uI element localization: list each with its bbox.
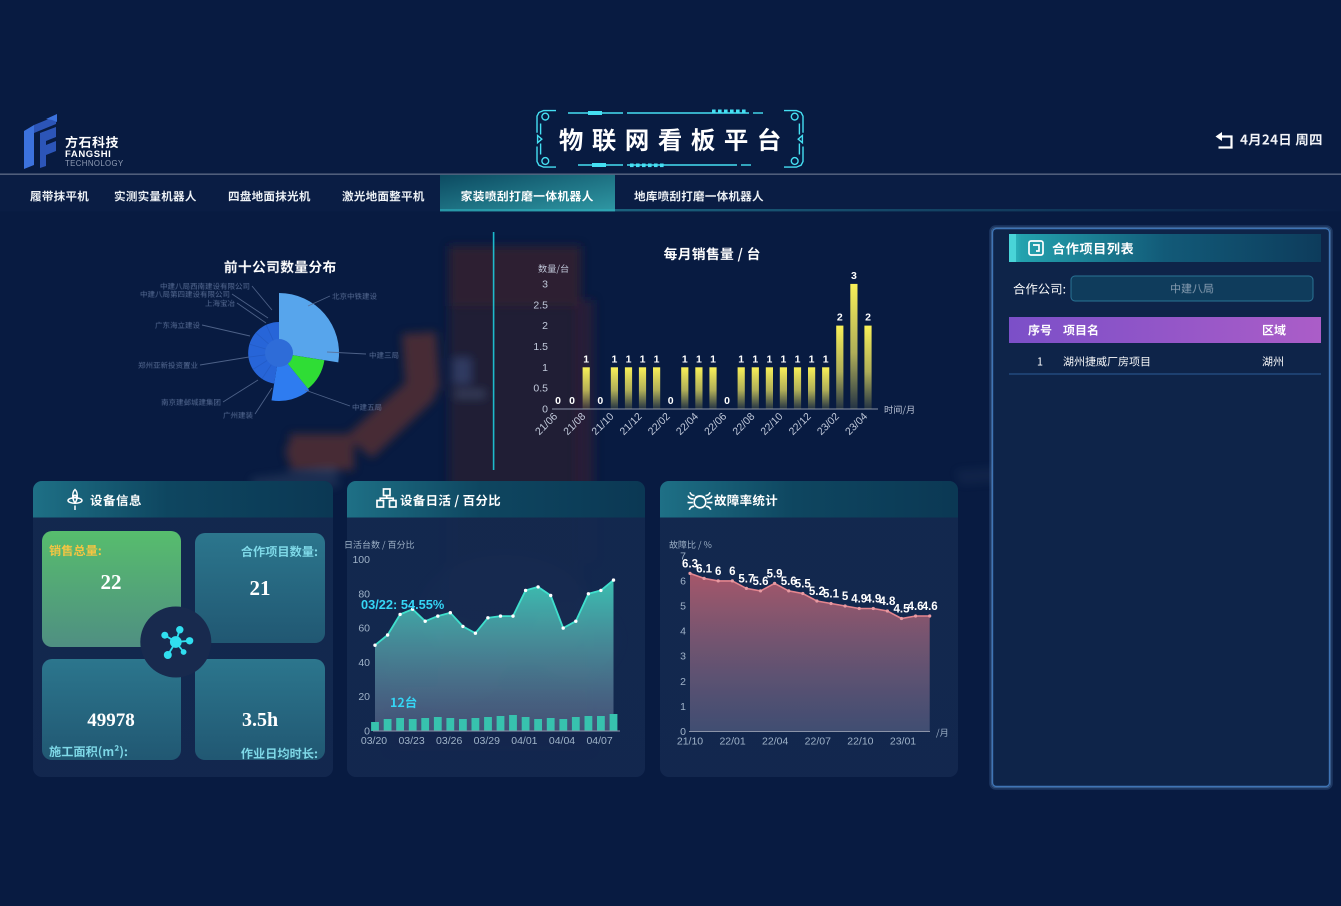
svg-text:60: 60 bbox=[358, 623, 370, 635]
svg-text:3.5h: 3.5h bbox=[242, 709, 278, 731]
svg-text:1: 1 bbox=[823, 353, 829, 365]
svg-text:1: 1 bbox=[682, 353, 688, 365]
svg-text:0: 0 bbox=[724, 395, 730, 407]
svg-text:0: 0 bbox=[597, 395, 603, 407]
svg-text:2: 2 bbox=[837, 312, 843, 324]
svg-text:1: 1 bbox=[710, 353, 716, 365]
svg-text:1: 1 bbox=[626, 353, 632, 365]
svg-text:80: 80 bbox=[358, 588, 370, 600]
svg-text:4.9: 4.9 bbox=[851, 594, 867, 606]
svg-text:03/20: 03/20 bbox=[361, 735, 387, 747]
svg-text:1: 1 bbox=[654, 353, 660, 365]
svg-text:2: 2 bbox=[542, 320, 548, 332]
svg-text:7: 7 bbox=[680, 550, 686, 562]
svg-text:22/10: 22/10 bbox=[847, 736, 873, 748]
svg-text:4: 4 bbox=[680, 626, 686, 638]
svg-text:04/07: 04/07 bbox=[586, 735, 612, 747]
svg-text:6: 6 bbox=[680, 575, 686, 587]
svg-text:0: 0 bbox=[364, 726, 370, 738]
svg-text:5: 5 bbox=[842, 591, 849, 603]
svg-text:4.8: 4.8 bbox=[879, 596, 896, 608]
svg-text:1: 1 bbox=[542, 362, 548, 374]
svg-text:04/04: 04/04 bbox=[549, 735, 575, 747]
svg-text:0: 0 bbox=[542, 404, 548, 416]
svg-text:1: 1 bbox=[611, 353, 617, 365]
svg-text:22/07: 22/07 bbox=[805, 736, 831, 748]
svg-text:6.1: 6.1 bbox=[696, 563, 713, 575]
svg-text:21: 21 bbox=[250, 576, 271, 600]
svg-text:2: 2 bbox=[865, 312, 871, 324]
svg-text:5.5: 5.5 bbox=[795, 579, 812, 591]
svg-text:22/01: 22/01 bbox=[719, 736, 745, 748]
svg-text:40: 40 bbox=[358, 657, 370, 669]
svg-text:5: 5 bbox=[680, 601, 686, 613]
svg-text:20: 20 bbox=[358, 691, 370, 703]
svg-text:100: 100 bbox=[352, 554, 370, 566]
svg-text:23/01: 23/01 bbox=[890, 736, 916, 748]
svg-text:3: 3 bbox=[851, 270, 857, 282]
svg-text:3: 3 bbox=[680, 651, 686, 663]
svg-text:0: 0 bbox=[680, 726, 686, 738]
svg-text:1: 1 bbox=[640, 353, 646, 365]
svg-text:1: 1 bbox=[738, 353, 744, 365]
svg-text:6: 6 bbox=[729, 566, 735, 578]
svg-text:03/22: 54.55%: 03/22: 54.55% bbox=[361, 597, 445, 612]
svg-text:21/10: 21/10 bbox=[677, 736, 703, 748]
svg-text:2: 2 bbox=[680, 676, 686, 688]
svg-text:1: 1 bbox=[583, 353, 589, 365]
svg-text:5.9: 5.9 bbox=[767, 568, 783, 580]
svg-text:3: 3 bbox=[542, 279, 548, 291]
svg-text:1: 1 bbox=[780, 353, 786, 365]
svg-text:03/29: 03/29 bbox=[474, 735, 500, 747]
svg-text:1: 1 bbox=[809, 353, 815, 365]
svg-text:4.5: 4.5 bbox=[894, 604, 911, 616]
svg-text:6.3: 6.3 bbox=[682, 558, 698, 570]
svg-text:4.6: 4.6 bbox=[922, 601, 938, 613]
svg-text:5.1: 5.1 bbox=[823, 589, 840, 601]
svg-text:04/01: 04/01 bbox=[511, 735, 537, 747]
svg-text:6: 6 bbox=[715, 566, 721, 578]
svg-text:4.9: 4.9 bbox=[865, 594, 881, 606]
svg-text:0: 0 bbox=[668, 395, 674, 407]
svg-text:0.5: 0.5 bbox=[533, 383, 548, 395]
svg-text:5.2: 5.2 bbox=[809, 586, 825, 598]
svg-text:0: 0 bbox=[555, 395, 561, 407]
svg-text:22/04: 22/04 bbox=[762, 736, 788, 748]
svg-text:2.5: 2.5 bbox=[533, 299, 548, 311]
svg-text:1: 1 bbox=[696, 353, 702, 365]
svg-text:49978: 49978 bbox=[87, 710, 135, 731]
svg-text:0: 0 bbox=[569, 395, 575, 407]
svg-text:TECHNOLOGY: TECHNOLOGY bbox=[65, 159, 124, 168]
svg-text:1.5: 1.5 bbox=[533, 341, 548, 353]
svg-text:5.6: 5.6 bbox=[781, 576, 797, 588]
svg-text:5.7: 5.7 bbox=[738, 573, 754, 585]
svg-text:03/26: 03/26 bbox=[436, 735, 462, 747]
svg-text:22: 22 bbox=[101, 570, 122, 594]
svg-text:FANGSHI: FANGSHI bbox=[65, 149, 111, 160]
svg-text:4.6: 4.6 bbox=[908, 601, 924, 613]
svg-text:1: 1 bbox=[752, 353, 758, 365]
svg-text:03/23: 03/23 bbox=[398, 735, 424, 747]
svg-text:1: 1 bbox=[795, 353, 801, 365]
svg-text:5.6: 5.6 bbox=[753, 576, 769, 588]
svg-text:1: 1 bbox=[766, 353, 772, 365]
svg-text:1: 1 bbox=[680, 701, 686, 713]
